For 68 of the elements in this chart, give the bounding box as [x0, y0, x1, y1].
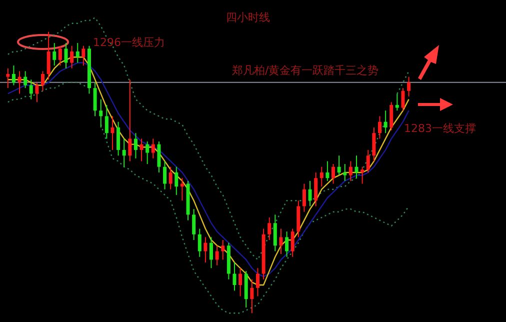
candlestick [52, 42, 56, 66]
annotation: 1283一线支撑 [404, 121, 476, 136]
candlestick [360, 166, 364, 184]
candlestick [122, 138, 126, 168]
candlestick [93, 82, 97, 117]
candlestick [151, 138, 155, 159]
candlestick [215, 245, 219, 266]
candlestick [372, 126, 376, 162]
candlestick [238, 268, 242, 297]
candlestick [180, 178, 184, 202]
candlestick [64, 42, 68, 69]
candlestick [70, 45, 74, 69]
candlestick [250, 278, 254, 314]
candlestick [6, 68, 10, 89]
candlestick [337, 155, 341, 176]
candlestick [163, 160, 167, 190]
candlestick [146, 141, 150, 165]
candlestick [232, 262, 236, 292]
candlestick [343, 164, 347, 182]
candlestick [390, 102, 394, 131]
candlestick [273, 214, 277, 252]
candlestick [24, 70, 28, 89]
candlestick [384, 110, 388, 134]
candlestick [308, 180, 312, 207]
candlestick [198, 228, 202, 258]
candlestick [290, 228, 294, 258]
candlestick [82, 45, 86, 66]
text: 四小时线 [226, 10, 270, 25]
candlestick [192, 208, 196, 240]
candlestick [18, 70, 22, 94]
annotation: 1296一线压力 [93, 35, 165, 50]
candlestick [221, 239, 225, 260]
candlestick [268, 216, 272, 240]
candlestick [378, 116, 382, 140]
candlestick [134, 132, 138, 159]
candlestick [29, 79, 33, 100]
candlestick [110, 116, 114, 150]
candlestick [256, 268, 260, 297]
candlestick [332, 164, 336, 184]
candlestick [41, 70, 45, 92]
candlestick [407, 76, 411, 97]
candlestick [401, 88, 405, 112]
candlestick [285, 231, 289, 258]
candlestick [76, 42, 80, 64]
candlestick [104, 104, 108, 140]
candlestick [99, 98, 103, 128]
candlestick [348, 160, 352, 182]
candlestick [302, 183, 306, 212]
candlestick [279, 228, 283, 255]
candlestick [12, 65, 16, 86]
candlestick [210, 236, 214, 269]
candlestick [204, 236, 208, 263]
candlestick [320, 166, 324, 188]
candlestick [366, 149, 370, 173]
candlestick [157, 141, 161, 173]
candlestick [354, 155, 358, 179]
candlestick [58, 45, 62, 66]
candlestick [116, 121, 120, 156]
candlestick [174, 166, 178, 196]
candlestick [46, 31, 50, 80]
candlestick [128, 79, 132, 162]
candlestick [140, 138, 144, 162]
candlestick [314, 172, 318, 207]
candlestick [395, 93, 399, 112]
candlestick [35, 82, 39, 103]
candlestick [168, 166, 172, 190]
candlestick [326, 160, 330, 182]
annotation: 郑凡柏/黄金有一跃踏千三之势 [232, 63, 379, 78]
